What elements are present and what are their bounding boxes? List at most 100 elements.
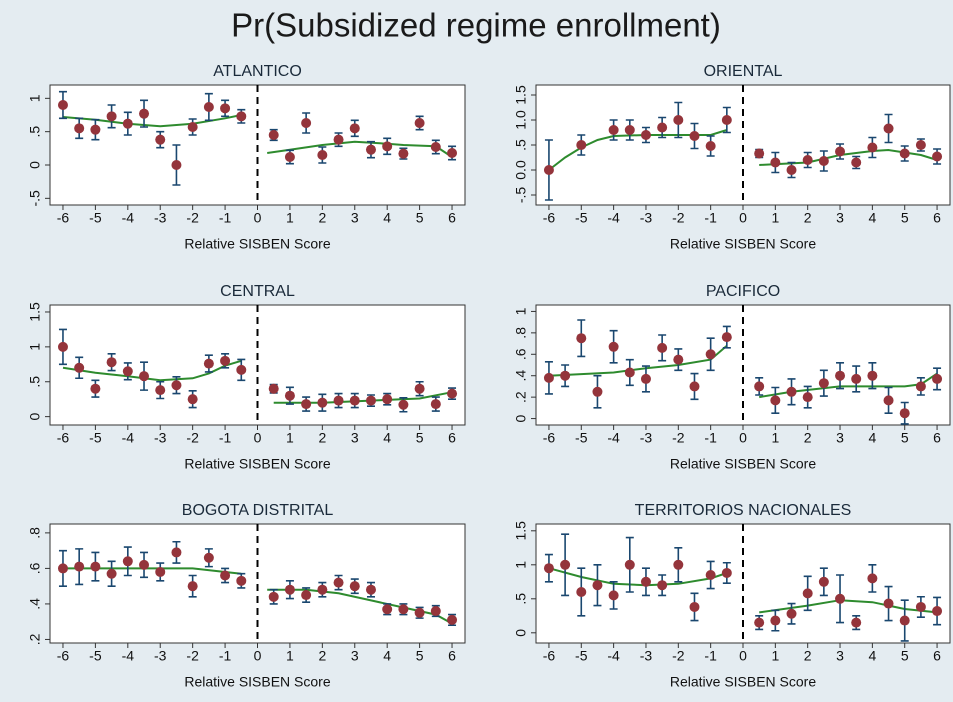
point (220, 570, 231, 581)
point (560, 559, 571, 570)
y-tick-label: .4 (27, 598, 43, 610)
point (333, 577, 344, 588)
point (139, 371, 150, 382)
point (171, 380, 182, 391)
point (851, 373, 862, 384)
panel: TERRITORIOS NACIONALES -6 -5 -4 -3 -2 -1 0 1 2 3 4 5… (513, 502, 951, 690)
point (689, 381, 700, 392)
panel: ORIENTAL -6 -5 -4 -3 -2 -1 0 1 2 3 4 5 6 Relative SISB… (513, 63, 951, 252)
x-tick-label: -4 (122, 210, 135, 226)
point (689, 131, 700, 141)
point (187, 394, 198, 405)
x-tick-label: -2 (186, 430, 199, 446)
x-axis-label: Relative SISBEN Score (670, 674, 816, 690)
point (932, 606, 943, 617)
y-tick-label: 0 (27, 413, 43, 421)
point (301, 590, 312, 601)
point (398, 148, 409, 159)
point (640, 373, 651, 384)
point (835, 146, 846, 157)
x-axis-label: Relative SISBEN Score (184, 236, 330, 252)
x-tick-label: 1 (286, 430, 294, 446)
main-title: Pr(Subsidized regime enrollment) (231, 7, 721, 44)
point (139, 108, 150, 119)
point (236, 111, 247, 122)
x-tick-label: -3 (640, 648, 653, 664)
y-tick-label: .2 (27, 633, 43, 645)
y-tick-label: .2 (513, 391, 529, 403)
point (754, 148, 765, 159)
point (430, 399, 441, 410)
point (236, 575, 247, 586)
x-tick-label: 0 (739, 648, 747, 664)
point (398, 399, 409, 410)
x-tick-label: 4 (868, 430, 876, 446)
x-tick-label: -3 (640, 210, 653, 226)
point (818, 576, 829, 587)
point (155, 385, 166, 396)
point (867, 142, 878, 153)
point (770, 395, 781, 406)
point (851, 617, 862, 628)
point (414, 118, 425, 128)
x-tick-label: 4 (383, 430, 391, 446)
point (560, 370, 571, 381)
point (899, 615, 910, 626)
point (171, 160, 182, 170)
point (705, 570, 716, 580)
point (122, 366, 133, 377)
point (447, 148, 458, 158)
point (673, 559, 684, 570)
point (414, 383, 425, 394)
point (576, 333, 587, 344)
point (171, 547, 182, 558)
point (284, 584, 295, 595)
y-tick-label: 0.0 (513, 160, 529, 180)
y-tick-label: .8 (513, 327, 529, 339)
y-tick-label: .8 (27, 527, 43, 539)
y-tick-label: 0 (513, 414, 529, 422)
x-axis-label: Relative SISBEN Score (184, 674, 330, 690)
point (317, 150, 328, 160)
point (317, 397, 328, 408)
point (447, 614, 458, 625)
x-tick-label: 5 (901, 210, 909, 226)
x-tick-label: 5 (901, 648, 909, 664)
point (915, 140, 926, 150)
x-tick-label: 3 (836, 430, 844, 446)
y-tick-label: .6 (27, 562, 43, 574)
x-tick-label: -6 (57, 210, 70, 226)
x-tick-label: 0 (254, 430, 262, 446)
point (640, 576, 651, 587)
y-tick-label: 1 (27, 343, 43, 351)
point (365, 395, 376, 406)
y-tick-label: 1 (513, 561, 529, 569)
point (398, 604, 409, 615)
panel: CENTRAL -6 -5 -4 -3 -2 -1 0 1 2 3 4 5 6 Relative SISBE… (27, 283, 466, 472)
x-tick-label: 4 (383, 648, 391, 664)
point (915, 381, 926, 392)
x-tick-label: -5 (89, 210, 102, 226)
point (57, 563, 68, 574)
point (349, 123, 360, 134)
y-tick-label: 1.0 (513, 110, 529, 130)
point (74, 362, 85, 373)
x-tick-label: 0 (254, 210, 262, 226)
point (220, 103, 231, 114)
point (139, 559, 150, 570)
point (90, 124, 101, 135)
point (657, 580, 668, 591)
x-tick-label: -4 (122, 430, 135, 446)
point (90, 561, 101, 572)
y-tick-label: 1 (513, 307, 529, 315)
x-tick-label: 3 (351, 648, 359, 664)
point (721, 567, 732, 578)
x-tick-label: -3 (154, 430, 167, 446)
x-tick-label: -5 (575, 430, 588, 446)
y-tick-label: 1.5 (27, 302, 43, 322)
x-tick-label: -4 (607, 210, 620, 226)
x-tick-label: -1 (704, 430, 717, 446)
x-tick-label: 2 (804, 648, 812, 664)
point (382, 141, 393, 152)
